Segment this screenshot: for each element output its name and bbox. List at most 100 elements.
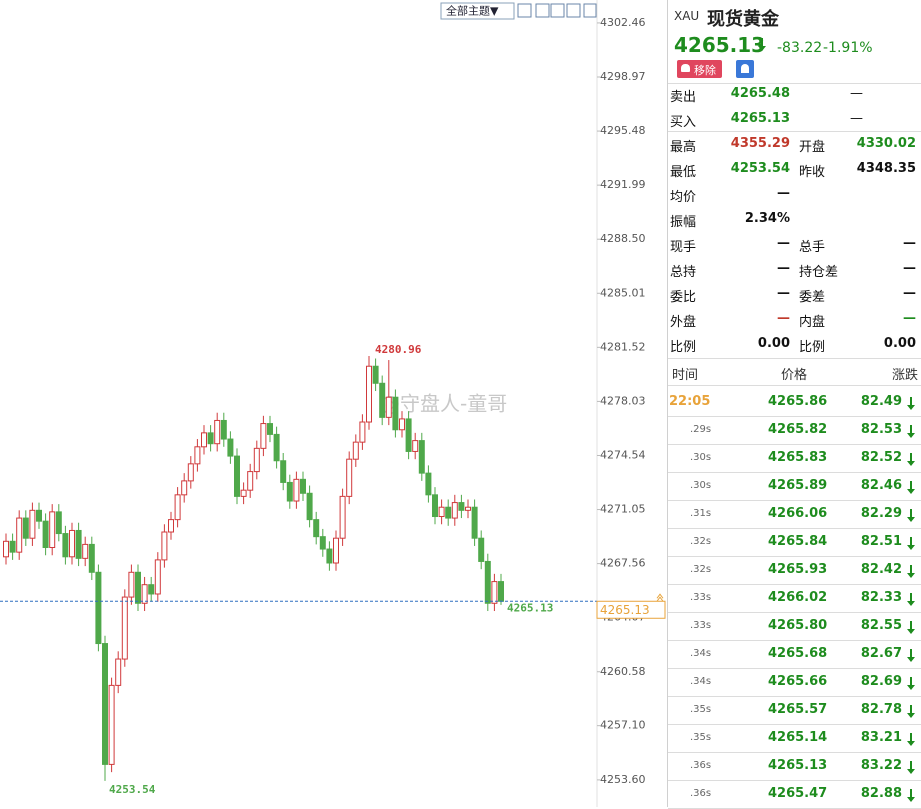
quote-value: —: [903, 261, 916, 276]
candle-body: [372, 365, 379, 384]
trades-header: 价格: [781, 368, 808, 383]
candle-body: [115, 658, 122, 686]
price: 4265.13: [674, 33, 766, 57]
toolbar-icons[interactable]: [517, 3, 597, 18]
change-pct: -1.91%: [823, 40, 873, 56]
name: 现货黄金: [707, 9, 779, 30]
down-arrow: [910, 621, 912, 630]
down-arrow-head: [907, 769, 915, 774]
trade-time: .32s: [690, 536, 712, 547]
candle-body: [498, 581, 504, 602]
candle-body: [128, 571, 135, 598]
down-arrow-head: [907, 573, 915, 578]
quote-label: 比例: [799, 340, 826, 355]
candle-body: [418, 440, 425, 474]
candle-body: [432, 494, 438, 518]
trade-change: 82.52: [860, 450, 902, 465]
candle-body: [108, 684, 115, 765]
trade-price: 4266.06: [768, 506, 828, 521]
trade-change: 83.21: [860, 730, 902, 745]
y-tick-label: 4291.99: [600, 178, 646, 191]
quote-label: 外盘: [670, 315, 697, 330]
bell-icon[interactable]: [741, 64, 749, 73]
candle-body: [451, 502, 458, 519]
quote-value: 0.00: [757, 336, 790, 351]
down-arrow: [910, 593, 912, 602]
theme-button-label[interactable]: 全部主题▼: [446, 4, 499, 18]
trade-price: 4265.89: [768, 478, 828, 493]
high-label: 4280.96: [375, 343, 422, 356]
candle-body: [425, 472, 432, 496]
candle-body: [62, 533, 69, 558]
watermark: @守盘人-童哥: [380, 392, 507, 416]
candle-body: [366, 365, 372, 423]
row-separator: [668, 696, 921, 697]
remove-button-label[interactable]: 移除: [694, 64, 716, 77]
trade-price: 4265.93: [768, 562, 828, 577]
candle-body: [359, 421, 366, 443]
quote-label: 最低: [670, 165, 697, 180]
candle-body: [9, 540, 16, 553]
down-arrow-head: [907, 657, 915, 662]
trade-price: 4265.47: [768, 786, 828, 801]
trade-time: .35s: [690, 704, 712, 715]
row-separator: [668, 752, 921, 753]
row-separator: [668, 416, 921, 417]
down-arrow: [910, 509, 912, 518]
trade-change: 82.49: [860, 394, 902, 409]
row-separator: [668, 528, 921, 529]
down-arrow: [910, 425, 912, 434]
down-arrow-head: [907, 629, 915, 634]
candle-body: [214, 419, 221, 445]
y-tick-label: 4253.60: [600, 773, 646, 786]
quote-label: 内盘: [799, 315, 826, 330]
candle-body: [95, 571, 102, 645]
row-separator: [668, 640, 921, 641]
candle-body: [247, 471, 254, 491]
symbol: XAU: [674, 9, 700, 23]
trade-time: .32s: [690, 564, 712, 575]
candle-body: [280, 460, 287, 483]
quote-label: 持仓差: [799, 265, 839, 280]
candle-body: [346, 458, 353, 497]
separator: [668, 358, 921, 359]
candle-body: [458, 502, 465, 511]
candle-body: [313, 519, 320, 538]
trade-change: 82.51: [860, 534, 902, 549]
quote-value: —: [777, 186, 790, 201]
candle-body: [102, 643, 108, 765]
quote-label: 最高: [670, 140, 697, 155]
candle-body: [326, 548, 333, 564]
quote-label: 振幅: [670, 215, 697, 230]
row-separator: [668, 500, 921, 501]
candle-body: [201, 432, 207, 448]
candle-body: [478, 537, 485, 562]
candle-body: [484, 560, 491, 604]
candle-body: [412, 440, 419, 452]
quote-label: 卖出: [670, 90, 697, 105]
candle-body: [88, 543, 95, 573]
trade-time: .36s: [690, 760, 712, 771]
row-separator: [668, 444, 921, 445]
quote-label: 委差: [799, 290, 826, 305]
separator: [668, 131, 921, 132]
down-arrow: [910, 397, 912, 406]
trade-price: 4265.84: [768, 534, 828, 549]
quote-label: 现手: [670, 240, 697, 255]
trade-time: .31s: [690, 508, 712, 519]
trade-price: 4265.68: [768, 646, 828, 661]
y-tick-label: 4271.05: [600, 503, 646, 516]
candle-body: [385, 396, 392, 418]
down-arrow-head: [907, 797, 915, 802]
theme-button[interactable]: [440, 2, 515, 20]
down-arrow: [761, 38, 763, 47]
quote-label: —: [850, 111, 863, 126]
trade-change: 82.33: [860, 590, 902, 605]
trade-time: .30s: [690, 480, 712, 491]
candle-body: [69, 529, 75, 558]
quote-label: 总手: [799, 240, 826, 255]
down-arrow-head: [907, 601, 915, 606]
candle-body: [36, 509, 42, 522]
heart-icon[interactable]: [681, 64, 690, 72]
